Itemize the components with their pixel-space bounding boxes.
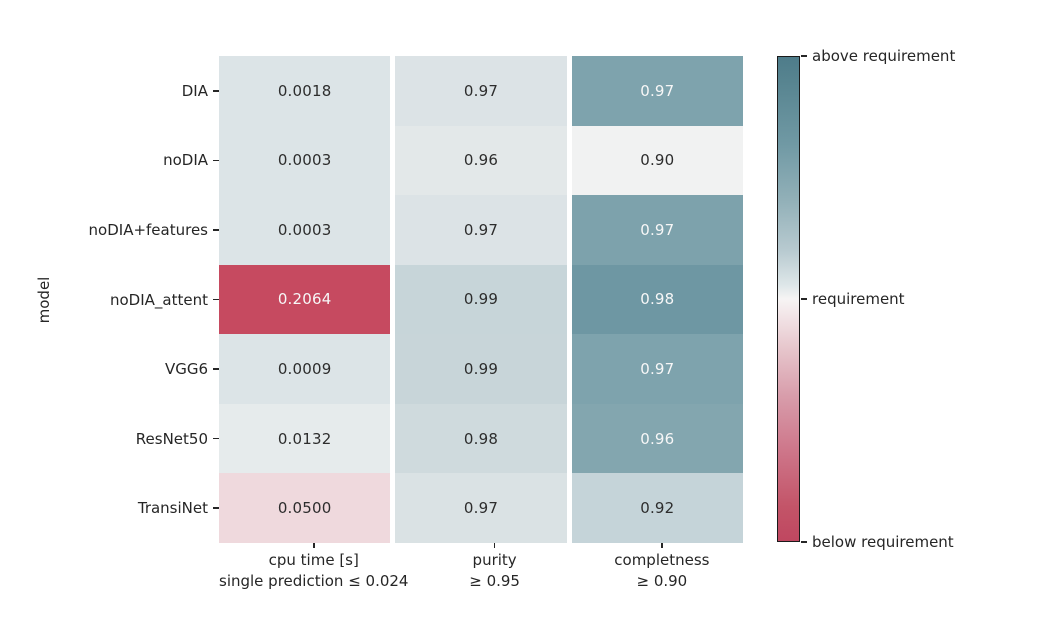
heatmap-cell: 0.0009 xyxy=(219,334,391,404)
heatmap-cell: 0.0500 xyxy=(219,473,391,543)
colorbar-label-text: requirement xyxy=(812,290,905,308)
colorbar-label-text: below requirement xyxy=(812,533,954,551)
heatmap-cell: 0.98 xyxy=(571,264,743,335)
heatmap-cell: 0.96 xyxy=(395,125,567,196)
heatmap-cell: 0.0003 xyxy=(219,195,391,265)
y-tick xyxy=(213,507,219,510)
row-label-text: noDIA xyxy=(163,151,208,170)
row-label-text: noDIA+features xyxy=(88,220,208,239)
y-tick xyxy=(213,159,219,162)
column-name: purity xyxy=(472,551,517,569)
row-label: noDIA+features xyxy=(0,195,219,265)
x-tick xyxy=(661,543,663,548)
x-tick xyxy=(312,543,315,548)
row-label: TransiNet xyxy=(0,473,219,543)
heatmap-cell: 0.90 xyxy=(571,125,743,196)
colorbar-label: requirement xyxy=(801,290,905,308)
heatmap-cell: 0.97 xyxy=(395,473,567,543)
heatmap-cell: 0.0132 xyxy=(219,403,391,474)
row-label: ResNet50 xyxy=(0,404,219,474)
heatmap-cell: 0.0018 xyxy=(219,56,391,126)
heatmap-cell: 0.99 xyxy=(395,264,567,335)
row-label-text: ResNet50 xyxy=(135,429,208,448)
x-tick xyxy=(493,543,496,548)
colorbar xyxy=(777,56,800,542)
column-name: cpu time [s] xyxy=(268,551,359,569)
y-tick xyxy=(213,437,219,440)
y-axis-row-labels: DIA noDIA noDIA+features noDIA_attent VGG6 Re… xyxy=(0,56,219,543)
column-name: completness xyxy=(614,551,710,569)
colorbar-label-text: above requirement xyxy=(812,47,956,65)
colorbar-tick xyxy=(801,298,807,300)
heatmap-cell: 0.97 xyxy=(571,56,743,126)
colorbar-tick xyxy=(801,541,807,543)
row-label-text: DIA xyxy=(181,81,208,100)
row-label: DIA xyxy=(0,56,219,126)
heatmap-cell: 0.96 xyxy=(571,403,743,474)
y-tick xyxy=(213,368,219,370)
heatmap-cell: 0.98 xyxy=(395,403,567,474)
y-tick xyxy=(213,298,219,301)
x-axis-column-labels: cpu time [s] single prediction ≤ 0.024 pur… xyxy=(219,543,743,593)
colorbar-label: below requirement xyxy=(801,533,954,551)
heatmap-cell: 0.97 xyxy=(571,195,743,265)
heatmap-cell: 0.97 xyxy=(395,195,567,265)
row-label-text: TransiNet xyxy=(137,499,208,518)
y-tick xyxy=(213,229,219,231)
y-tick xyxy=(213,89,219,92)
heatmap-cell: 0.97 xyxy=(395,56,567,126)
column-label: completness ≥ 0.90 xyxy=(581,543,743,593)
row-label-text: VGG6 xyxy=(164,360,208,379)
column-label: cpu time [s] single prediction ≤ 0.024 xyxy=(219,543,408,593)
row-label: noDIA xyxy=(0,126,219,196)
colorbar-label: above requirement xyxy=(801,47,955,65)
heatmap-cell: 0.97 xyxy=(571,334,743,404)
colorbar-tick xyxy=(801,55,807,57)
column-requirement: ≥ 0.95 xyxy=(469,572,520,591)
column-requirement: ≥ 0.90 xyxy=(636,572,688,591)
row-label: VGG6 xyxy=(0,334,219,404)
heatmap-cell: 0.92 xyxy=(571,473,743,543)
row-label: noDIA_attent xyxy=(0,265,219,335)
heatmap-cell: 0.2064 xyxy=(219,264,391,335)
colorbar-labels: above requirement requirement below requir… xyxy=(801,47,1031,551)
column-label: purity ≥ 0.95 xyxy=(413,543,575,593)
column-requirement: single prediction ≤ 0.024 xyxy=(219,572,409,591)
heatmap-grid: 0.0018 0.97 0.97 0.0003 0.96 0.90 0.0003 0.97 0.… xyxy=(219,56,743,543)
row-label-text: noDIA_attent xyxy=(110,290,208,309)
heatmap-cell: 0.0003 xyxy=(219,125,391,196)
heatmap-cell: 0.99 xyxy=(395,334,567,404)
